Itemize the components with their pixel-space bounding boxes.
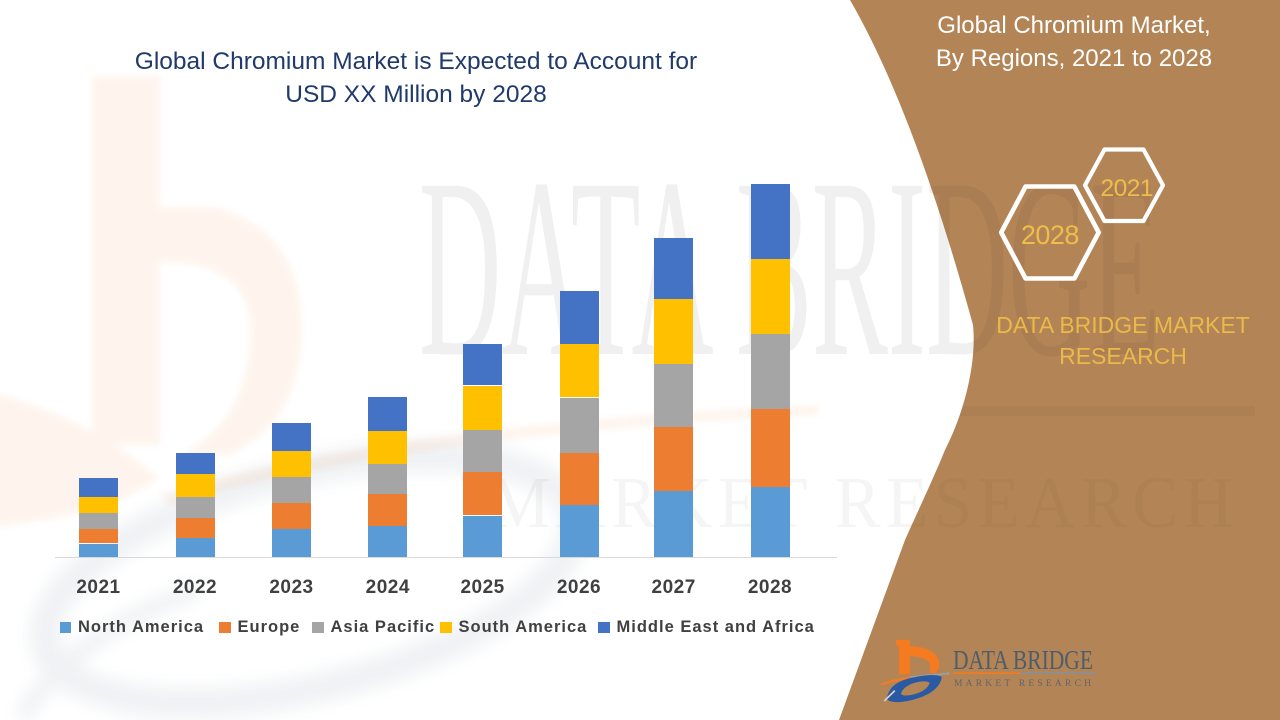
svg-text:MARKET RESEARCH: MARKET RESEARCH	[954, 679, 1091, 689]
svg-text:MARKET RESEARCH: MARKET RESEARCH	[489, 462, 1239, 543]
svg-text:2021: 2021	[1100, 175, 1153, 202]
svg-text:DATA BRIDGE: DATA BRIDGE	[953, 644, 1093, 675]
svg-text:2028: 2028	[1021, 220, 1079, 250]
